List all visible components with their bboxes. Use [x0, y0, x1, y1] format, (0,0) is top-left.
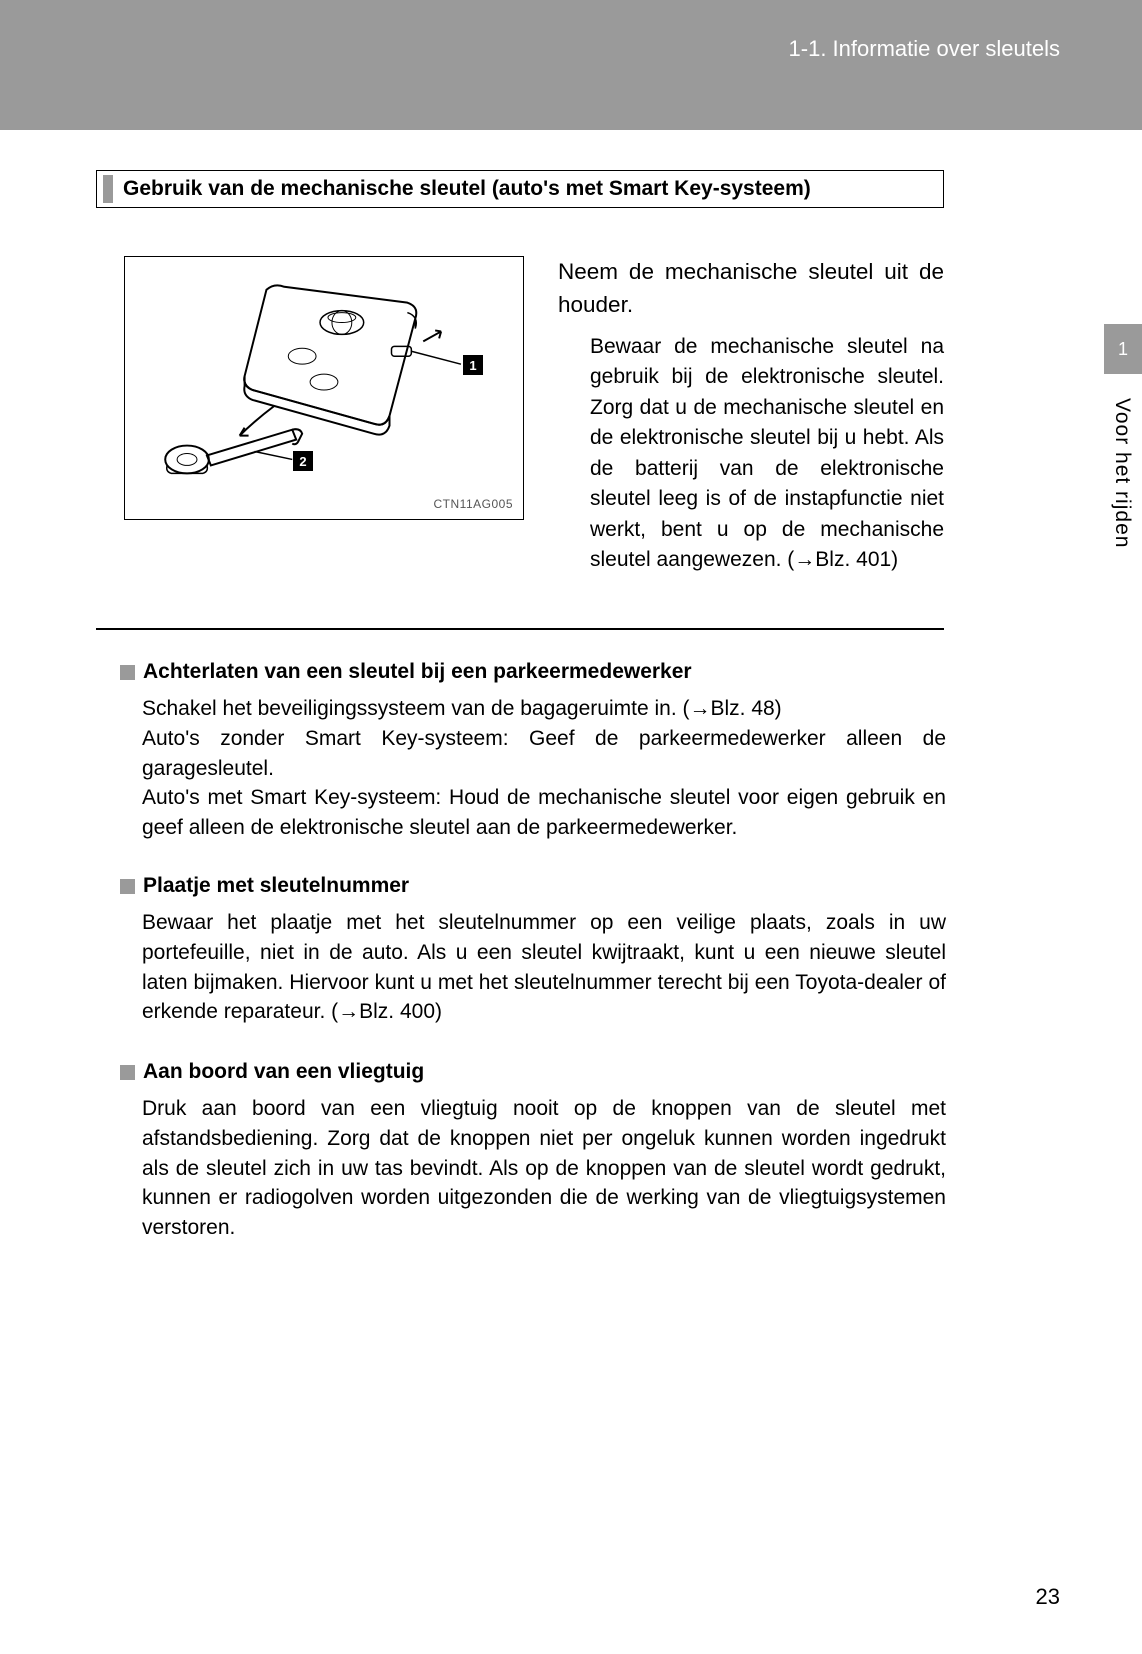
- bullet-square-icon: [120, 665, 135, 680]
- sub-body-1: Schakel het beveiligingssysteem van de b…: [142, 694, 946, 843]
- callout-2: 2: [293, 451, 313, 471]
- key-fob-illustration: [125, 257, 523, 519]
- sub-body-2: Bewaar het plaatje met het sleutelnummer…: [142, 908, 946, 1027]
- section-title: Gebruik van de mechanische sleutel (auto…: [123, 177, 811, 201]
- bullet-square-icon: [120, 1065, 135, 1080]
- sub-title-1: Achterlaten van een sleutel bij een park…: [143, 660, 692, 684]
- sub-heading: Achterlaten van een sleutel bij een park…: [120, 660, 946, 684]
- figure-box: 1 2 CTN11AG005: [124, 256, 524, 520]
- sub-title-2: Plaatje met sleutelnummer: [143, 874, 409, 898]
- section-title-accent: [103, 175, 113, 203]
- sub-heading: Plaatje met sleutelnummer: [120, 874, 946, 898]
- sub-body-3: Druk aan boord van een vliegtuig nooit o…: [142, 1094, 946, 1243]
- figure-code: CTN11AG005: [434, 497, 513, 511]
- page-number: 23: [1036, 1584, 1060, 1610]
- intro-text: Neem de mechanische sleutel uit de houde…: [558, 256, 944, 321]
- subsection-valet: Achterlaten van een sleutel bij een park…: [120, 660, 946, 843]
- chapter-label: Voor het rijden: [1110, 398, 1134, 548]
- bullet-square-icon: [120, 879, 135, 894]
- section-title-box: Gebruik van de mechanische sleutel (auto…: [96, 170, 944, 208]
- chapter-number: 1: [1118, 339, 1128, 360]
- breadcrumb: 1-1. Informatie over sleutels: [789, 36, 1060, 62]
- body-note: Bewaar de mechanische sleutel na gebruik…: [590, 332, 944, 576]
- header-bar: 1-1. Informatie over sleutels: [0, 0, 1142, 130]
- sub-heading: Aan boord van een vliegtuig: [120, 1060, 946, 1084]
- sub-title-3: Aan boord van een vliegtuig: [143, 1060, 424, 1084]
- subsection-airplane: Aan boord van een vliegtuig Druk aan boo…: [120, 1060, 946, 1243]
- subsection-keynumber: Plaatje met sleutelnummer Bewaar het pla…: [120, 874, 946, 1027]
- divider: [96, 628, 944, 630]
- callout-1: 1: [463, 355, 483, 375]
- chapter-tab: 1: [1104, 324, 1142, 374]
